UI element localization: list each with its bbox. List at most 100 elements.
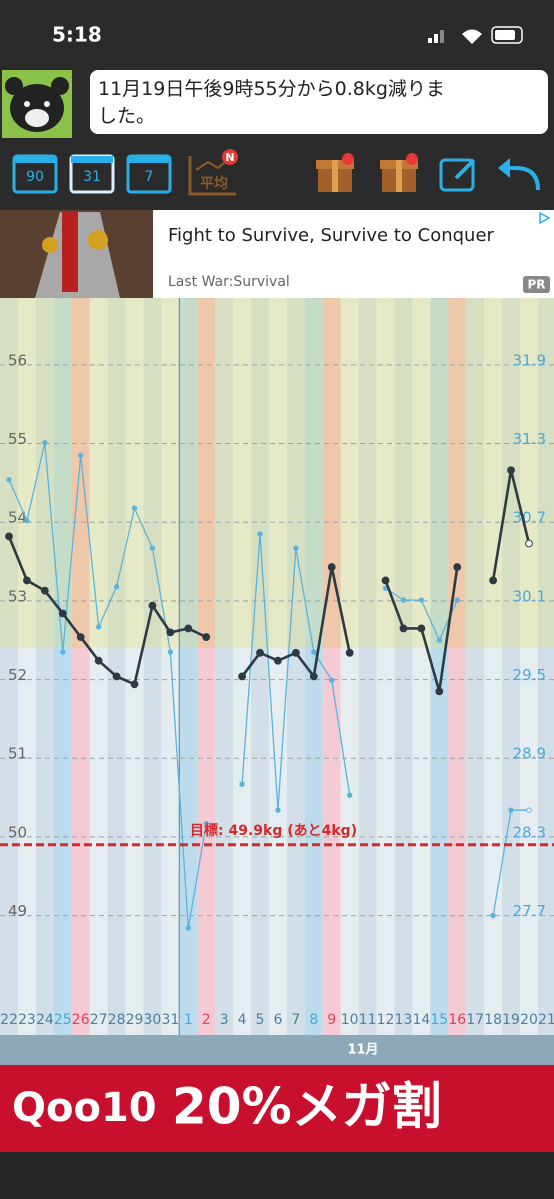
day-stripe <box>233 648 252 1035</box>
data-point <box>345 648 354 657</box>
data-point <box>94 656 103 665</box>
day-stripe <box>322 648 341 1035</box>
ad-title: Fight to Survive, Survive to Conquer <box>168 225 495 246</box>
x-tick-label: 4 <box>238 1012 247 1028</box>
y2-tick-label: 28.3 <box>513 823 546 841</box>
day-stripe <box>394 298 413 648</box>
x-tick-label: 27 <box>90 1012 108 1028</box>
day-stripe <box>35 298 54 648</box>
y2-tick-label: 29.5 <box>513 666 546 684</box>
day-stripe <box>251 648 269 1035</box>
day-stripe <box>430 648 449 1035</box>
calendar-icon[interactable]: 7 <box>126 154 172 194</box>
day-stripe <box>251 298 269 648</box>
day-stripe <box>484 298 503 648</box>
day-stripe <box>412 648 431 1035</box>
data-point <box>131 505 138 511</box>
x-tick-label: 15 <box>430 1012 448 1028</box>
x-tick-label: 26 <box>72 1012 90 1028</box>
data-point <box>508 807 514 813</box>
day-stripe <box>0 298 18 648</box>
x-tick-label: 21 <box>538 1012 554 1028</box>
data-point <box>95 624 102 630</box>
data-point <box>489 576 498 585</box>
day-stripe <box>71 298 90 648</box>
data-point <box>329 677 335 684</box>
edit-icon[interactable] <box>439 158 476 192</box>
data-point <box>23 576 31 585</box>
data-point <box>167 649 174 655</box>
data-point <box>40 586 49 595</box>
day-stripe <box>520 648 538 1035</box>
day-stripe <box>304 648 323 1035</box>
average-icon[interactable]: 平均 N <box>188 149 238 196</box>
x-tick-label: 1 <box>184 1012 193 1028</box>
avatar[interactable] <box>2 70 72 138</box>
day-stripe <box>412 298 431 648</box>
day-stripe <box>340 298 359 648</box>
data-point <box>239 781 245 787</box>
gift-icon[interactable] <box>316 153 354 192</box>
banner[interactable] <box>0 1065 554 1152</box>
data-point <box>203 820 209 827</box>
day-stripe <box>376 298 395 648</box>
y-tick-label: 54 <box>8 509 27 527</box>
data-point <box>417 624 426 633</box>
day-stripe <box>143 648 162 1035</box>
data-point <box>76 633 85 641</box>
day-stripe <box>233 298 252 648</box>
data-point <box>400 597 407 603</box>
day-stripe <box>53 648 72 1035</box>
x-tick-label: 24 <box>36 1012 54 1028</box>
ad-choices[interactable] <box>539 211 551 225</box>
day-stripe <box>125 298 144 648</box>
y2-tick-label: 30.1 <box>513 587 546 605</box>
data-point <box>238 672 246 681</box>
day-stripe <box>161 648 180 1035</box>
data-point <box>185 925 192 931</box>
x-tick-label: 28 <box>108 1012 126 1028</box>
data-point <box>60 649 66 655</box>
day-stripe <box>125 648 144 1035</box>
x-tick-label: 31 <box>161 1012 179 1028</box>
message-bubble <box>90 70 548 134</box>
data-point <box>327 563 336 571</box>
day-stripe <box>53 298 72 648</box>
y2-tick-label: 27.7 <box>513 902 546 920</box>
data-point <box>274 656 282 665</box>
day-stripe <box>376 648 395 1035</box>
calendar-icon[interactable]: 31 <box>69 154 115 194</box>
day-stripe <box>107 298 126 648</box>
x-tick-label: 10 <box>341 1012 359 1028</box>
toolbar: 90 31 7 平均 N <box>12 149 540 196</box>
day-stripe <box>430 298 449 648</box>
data-point <box>78 452 84 459</box>
data-point <box>130 680 139 689</box>
day-stripe <box>286 298 305 648</box>
day-stripe <box>161 298 180 648</box>
data-point <box>291 648 300 657</box>
day-stripe <box>71 648 90 1035</box>
ad-badge: PR <box>527 278 545 292</box>
data-point <box>454 597 460 603</box>
back-icon[interactable] <box>498 158 540 191</box>
day-stripe <box>17 298 36 648</box>
x-tick-label: 7 <box>291 1012 300 1028</box>
x-tick-label: 11 <box>359 1012 377 1028</box>
day-stripe <box>537 648 554 1035</box>
data-point <box>525 539 533 548</box>
gift-icon[interactable] <box>380 153 418 192</box>
day-stripe <box>484 648 503 1035</box>
day-stripe <box>358 648 377 1035</box>
calendar-label: 31 <box>83 169 101 185</box>
status-icons <box>428 26 523 44</box>
data-point <box>202 633 211 641</box>
y-tick-label: 56 <box>8 351 27 369</box>
data-point <box>526 807 532 813</box>
calendar-icon[interactable]: 90 <box>12 154 58 194</box>
day-stripe <box>448 648 467 1035</box>
data-point <box>112 672 121 681</box>
x-tick-label: 3 <box>220 1012 229 1028</box>
